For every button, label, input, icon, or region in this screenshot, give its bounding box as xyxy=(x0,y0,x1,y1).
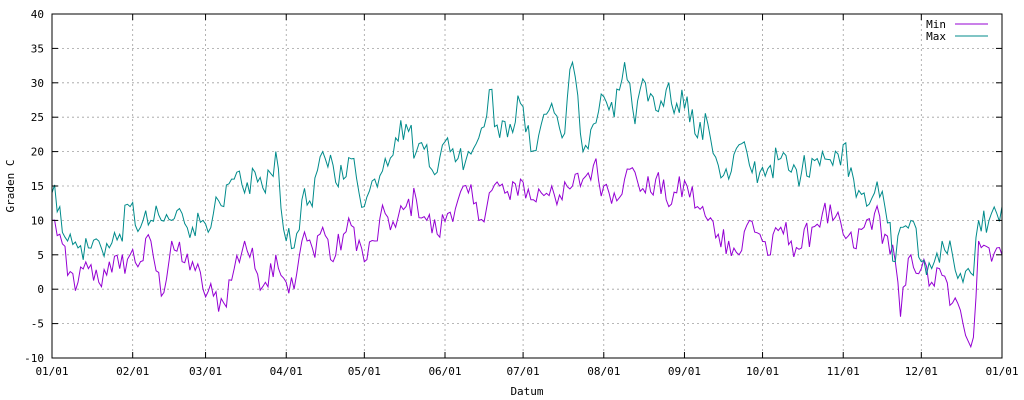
x-tick-label: 03/01 xyxy=(189,365,222,378)
x-tick-label: 01/01 xyxy=(985,365,1018,378)
x-tick-label: 04/01 xyxy=(270,365,303,378)
x-tick-labels: 01/01 02/01 03/01 04/01 05/01 06/01 07/01 08/01… xyxy=(35,365,1018,378)
x-tick-label: 09/01 xyxy=(668,365,701,378)
y-tick-labels: -10 -5 0 5 10 15 20 25 30 35 40 xyxy=(24,8,44,365)
y-axis-title: Graden C xyxy=(4,160,17,213)
x-tick-label: 12/01 xyxy=(905,365,938,378)
axis-ticks xyxy=(51,13,1003,359)
y-tick-label: 40 xyxy=(31,8,44,21)
y-tick-label: 10 xyxy=(31,214,44,227)
x-tick-label: 02/01 xyxy=(116,365,149,378)
x-tick-label: 10/01 xyxy=(746,365,779,378)
grid-lines xyxy=(52,14,1002,358)
series-line-max xyxy=(51,60,1003,285)
x-tick-label: 07/01 xyxy=(507,365,540,378)
legend-label: Min xyxy=(926,18,946,31)
y-tick-label: 35 xyxy=(31,42,44,55)
y-tick-label: 30 xyxy=(31,77,44,90)
y-tick-label: 15 xyxy=(31,180,44,193)
series-line-min xyxy=(51,158,1003,349)
y-tick-label: -5 xyxy=(31,318,44,331)
y-tick-label: 0 xyxy=(37,283,44,296)
y-tick-label: 20 xyxy=(31,146,44,159)
x-tick-label: 01/01 xyxy=(35,365,68,378)
x-axis-title: Datum xyxy=(510,385,543,398)
y-tick-label: -10 xyxy=(24,352,44,365)
x-tick-label: 11/01 xyxy=(827,365,860,378)
x-tick-label: 08/01 xyxy=(587,365,620,378)
series-lines xyxy=(51,60,1003,349)
y-tick-label: 5 xyxy=(37,249,44,262)
legend-label: Max xyxy=(926,30,946,43)
x-tick-label: 06/01 xyxy=(428,365,461,378)
y-tick-label: 25 xyxy=(31,111,44,124)
x-tick-label: 05/01 xyxy=(348,365,381,378)
